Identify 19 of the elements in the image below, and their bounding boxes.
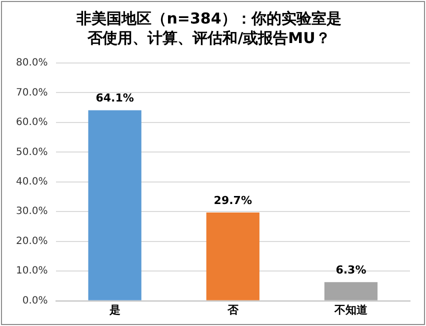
x-tick-label: 是	[108, 303, 120, 316]
y-tick-label: 0.0%	[22, 295, 48, 306]
y-tick-label: 80.0%	[16, 58, 48, 69]
x-tick-label: 不知道	[333, 303, 368, 316]
y-tick-label: 20.0%	[16, 236, 48, 247]
y-tick-label: 10.0%	[16, 266, 48, 277]
y-tick-label: 70.0%	[16, 87, 48, 98]
bar	[88, 110, 142, 300]
y-tick-label: 60.0%	[16, 117, 48, 128]
bar	[206, 212, 260, 300]
y-tick-label: 40.0%	[16, 176, 48, 188]
chart-title: 非美国地区（n=384）：你的实验室是否使用、计算、评估和/或报告MU？	[76, 10, 342, 48]
bar	[324, 282, 378, 300]
x-tick-label: 否	[226, 303, 240, 316]
y-tick-label: 50.0%	[16, 146, 48, 158]
data-label: 6.3%	[336, 263, 366, 276]
data-label: 64.1%	[96, 92, 134, 105]
y-tick-label: 30.0%	[16, 206, 48, 218]
data-label: 29.7%	[214, 194, 252, 207]
